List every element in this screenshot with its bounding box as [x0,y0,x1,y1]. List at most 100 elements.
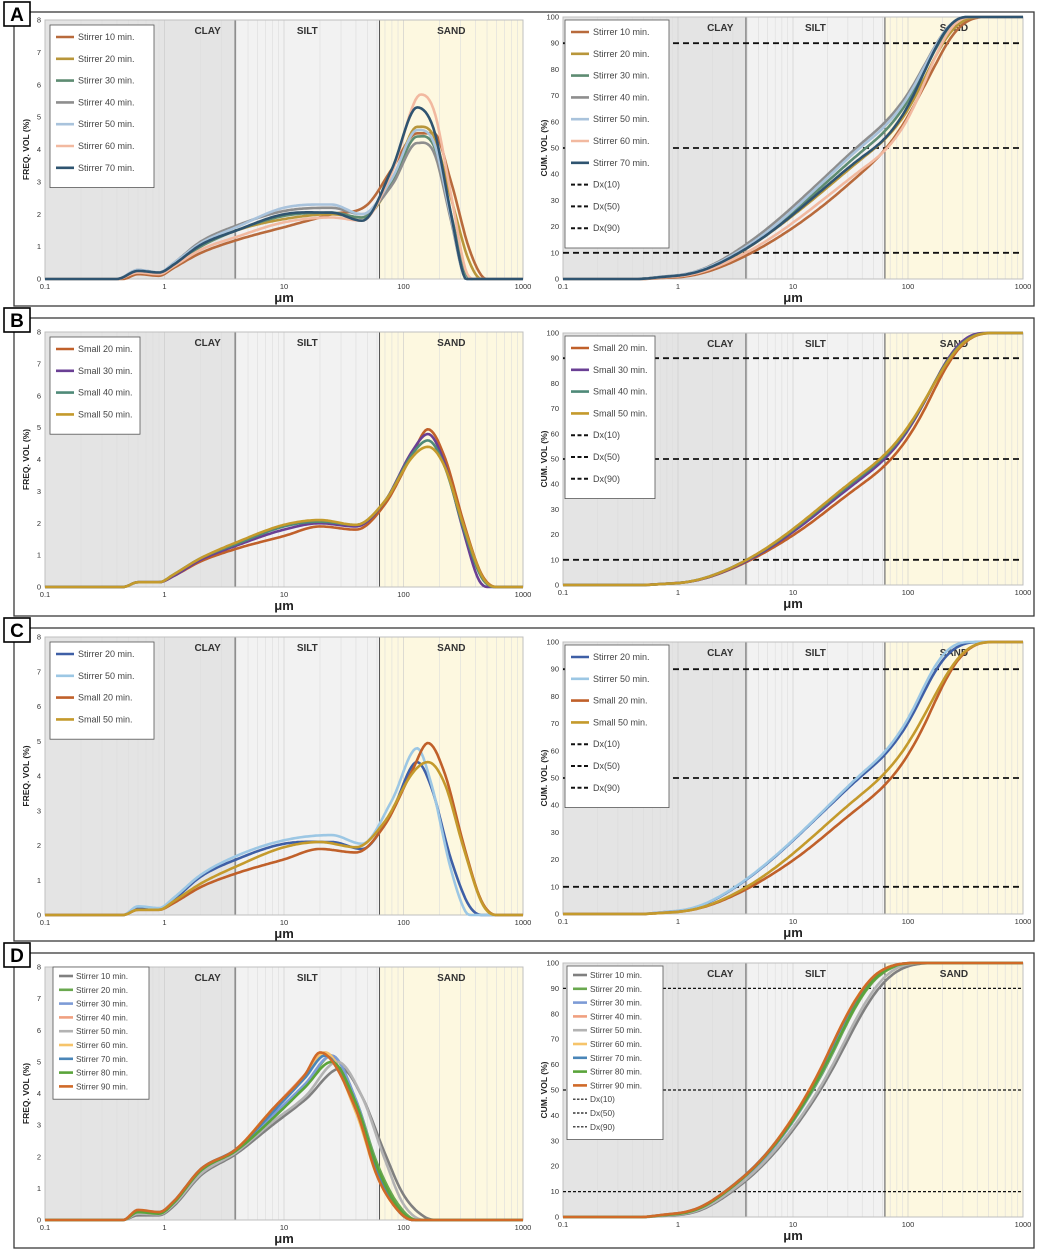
panel-a-cum-legend-label: Stirrer 30 min. [593,71,650,81]
panel-d-cum-legend-label: Stirrer 50 min. [590,1025,642,1035]
panel-a-cum-clay-label: CLAY [707,23,734,34]
panel-d-freq-legend-label: Stirrer 80 min. [76,1068,128,1078]
panel-c-cum-sand-label: SAND [940,648,968,659]
panel-d-cum-ytick: 90 [551,984,559,993]
panel-a-cum-xlabel: μm [783,290,803,305]
panel-b-cum-xtick: 1 [676,588,680,597]
panel-b-cum-silt-label: SILT [805,339,826,350]
panel-a-freq-legend-label: Stirrer 10 min. [78,32,135,42]
panel-a-cum-ytick: 90 [551,39,559,48]
panel-b-cum-sand-label: SAND [940,339,968,350]
panel-c-cum-legend-label: Dx(50) [593,761,620,771]
panel-c-freq-ytick: 3 [37,806,41,815]
panel-a-freq-xtick: 1000 [515,282,532,291]
panel-d-cum-ytick: 0 [555,1213,559,1222]
panel-d-cum-legend-label: Stirrer 40 min. [590,1011,642,1021]
panel-a-freq-xtick: 0.1 [40,282,50,291]
panel-a-freq-ytick: 7 [37,48,41,57]
panel-a-cum-legend-label: Dx(10) [593,180,620,190]
panel-c-freq-ytick: 1 [37,876,41,885]
panel-c-freq-plot-frame [44,636,524,916]
panel-d-freq-xtick: 10 [280,1223,288,1232]
panel-b-freq-xtick: 0.1 [40,590,50,599]
panel-d-cum-legend-label: Dx(90) [590,1122,615,1132]
panel-a-cum-legend-label: Stirrer 10 min. [593,27,650,37]
panel-a-frame [13,11,1035,307]
panel-a-cum-ytick: 80 [551,65,559,74]
panel-d-freq-legend-label: Stirrer 70 min. [76,1054,128,1064]
panel-a-freq-xtick: 10 [280,282,288,291]
panel-c-freq-xtick: 1000 [515,918,532,927]
panel-a-cum-ytick: 10 [551,248,559,257]
panel-c-freq-silt-label: SILT [297,643,318,654]
panel-d-freq-ytick: 6 [37,1026,41,1035]
panel-d-cum-xtick: 10 [789,1220,797,1229]
panel-b-cum-chart: CLAY SILT SAND 0 10 20 30 40 50 60 70 80 90 100 0.1 1 10… [539,329,1031,612]
panel-d-cum-legend-label: Stirrer 90 min. [590,1080,642,1090]
panel-a-cum-legend-box [564,19,670,249]
panel-d-freq-ytick: 1 [37,1184,41,1193]
panel-c-cum-series-line [563,640,1023,916]
panel-b-cum-legend-label: Dx(50) [593,452,620,462]
panel-a-letter: A [10,5,24,26]
panel-b-freq-plot-frame [44,331,524,588]
panel-a-cum-legend-label: Dx(50) [593,201,620,211]
panel-d-freq-xtick: 1 [162,1223,166,1232]
panel-d-cum-clay-label: CLAY [707,969,734,980]
panel-c-freq-legend-label: Stirrer 50 min. [78,671,135,681]
panel-a-freq-ytick: 6 [37,80,41,89]
panel-c-freq-ytick: 7 [37,667,41,676]
panel-c-cum-legend-label: Small 50 min. [593,717,648,727]
panel-c-freq-ytick: 5 [37,737,41,746]
panel-d-cum-ytick: 60 [551,1060,559,1069]
panel-d-letter-box [3,942,31,968]
panel-d-freq-legend-label: Stirrer 10 min. [76,971,128,981]
panel-d-freq-legend-label: Stirrer 90 min. [76,1081,128,1091]
panel-c-freq-xtick: 100 [397,918,410,927]
panel-b-cum-ytick: 90 [551,354,559,363]
panel-a-freq-xlabel: μm [274,290,294,305]
panel-d-cum-legend-label: Stirrer 80 min. [590,1067,642,1077]
panel-a-letter-box [3,1,31,27]
panel-b-freq-xtick: 1 [162,590,166,599]
panel-c-cum-ytick: 50 [551,774,559,783]
panel-d-freq-chart: CLAY SILT SAND 0 1 2 3 4 5 6 7 8 0.1 1 10 100 1000 μm FREQ… [21,963,531,1247]
panel-d-cum-xtick: 1000 [1015,1220,1032,1229]
panel-c-freq-ylabel: FREQ. VOL (%) [21,745,31,806]
panel-d-freq-sand-zone [379,967,523,1220]
panel-b-frame [13,317,1035,617]
panel-d-freq-legend-label: Stirrer 30 min. [76,999,128,1009]
panel-d-freq-clay-label: CLAY [194,973,221,984]
panel-d-frame [13,952,1035,1249]
panel-d-cum-ytick: 70 [551,1035,559,1044]
panel-b-freq-ytick: 6 [37,391,41,400]
panel-a-freq-series-line [45,106,523,281]
panel-d-cum-ytick: 50 [551,1086,559,1095]
panel-b-freq-legend-label: Small 40 min. [78,388,133,398]
panel-b-freq-ytick: 3 [37,487,41,496]
panel-a-cum-ytick: 50 [551,144,559,153]
panel-c-cum-xtick: 1 [676,917,680,926]
panel-b-cum-ytick: 70 [551,404,559,413]
panel-a-freq-xtick: 1 [162,282,166,291]
panel-c-cum-ytick: 60 [551,746,559,755]
panel-b-cum-ytick: 30 [551,505,559,514]
panel-a-freq-ylabel: FREQ. VOL (%) [21,119,31,180]
panel-a-cum-silt-label: SILT [805,23,826,34]
panel-b-freq-ytick: 8 [37,328,41,337]
panel-a-freq-sand-zone [379,20,523,279]
panel-a-cum-legend-label: Stirrer 20 min. [593,49,650,59]
panel-b-freq-legend-box [49,336,141,435]
panel-d-freq-ytick: 3 [37,1121,41,1130]
panel-b-cum-ytick: 10 [551,555,559,564]
panel-d-freq-xtick: 0.1 [40,1223,50,1232]
panel-d-cum-xtick: 0.1 [558,1220,568,1229]
panel-b-freq-clay-label: CLAY [194,338,221,349]
panel-c-cum-ytick: 10 [551,882,559,891]
panel-c-cum-xtick: 1000 [1015,917,1032,926]
panel-b-cum-legend-label: Small 50 min. [593,408,648,418]
panel-a-freq-xtick: 100 [397,282,410,291]
